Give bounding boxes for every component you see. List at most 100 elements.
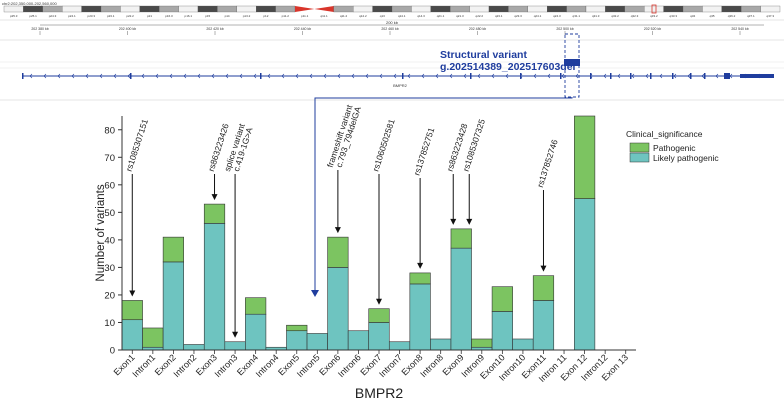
ideogram-band-label: p21: [147, 14, 152, 18]
bar-pathogenic: [368, 308, 390, 323]
annotation-label: rs137852751: [412, 126, 437, 177]
x-tick-label: Intron3: [213, 352, 240, 379]
gene-label: BMPR2: [393, 83, 408, 88]
ideogram-band-label: p14: [225, 14, 230, 18]
exon-tick: [130, 73, 132, 79]
strand-chevron: [239, 73, 243, 79]
bar-pathogenic: [286, 324, 308, 332]
ideogram-band-label: q33.3: [670, 14, 678, 18]
bar-likely-pathogenic: [409, 283, 431, 351]
ideogram-band: [741, 5, 761, 13]
annotation-arrowhead: [540, 265, 547, 272]
strand-chevron: [547, 73, 551, 79]
strand-chevron: [169, 73, 173, 79]
ruler-tick-label: 202 500 kb: [556, 27, 573, 31]
bar-likely-pathogenic: [327, 267, 349, 351]
ideogram-band: [3, 5, 24, 13]
strand-chevron: [281, 73, 285, 79]
strand-chevron: [127, 73, 131, 79]
bar-likely-pathogenic: [245, 313, 267, 351]
ideogram-band-label: q37.3: [767, 14, 775, 18]
ideogram-band-label: p16.1: [185, 14, 193, 18]
bar-likely-pathogenic: [532, 300, 555, 351]
bar-pathogenic: [203, 203, 226, 224]
strand-chevron: [85, 73, 89, 79]
bar-pathogenic: [327, 236, 349, 268]
ruler-tick-label: 202 420 kb: [206, 27, 223, 31]
annotation-arrowhead: [376, 298, 382, 305]
strand-chevron: [561, 73, 565, 79]
exon-tick: [22, 73, 24, 79]
bar-likely-pathogenic: [224, 341, 246, 351]
ideogram-band-label: q14.1: [398, 14, 406, 18]
ideogram-band: [42, 5, 63, 13]
ideogram-band: [760, 5, 781, 13]
ideogram-band-label: q34: [690, 14, 695, 18]
exon-ticks: [22, 73, 706, 79]
legend-label-pathogenic: Pathogenic: [653, 143, 696, 153]
bar-pathogenic: [450, 228, 472, 249]
exon-tick: [520, 73, 522, 79]
ideogram-band: [450, 5, 470, 13]
ideogram-band: [702, 5, 722, 13]
ideogram-band-label: q21.1: [437, 14, 445, 18]
ideogram-band: [547, 5, 567, 13]
bar-likely-pathogenic: [430, 338, 452, 351]
ideogram-band: [178, 5, 199, 13]
exon-tick: [704, 73, 706, 79]
ideogram-band: [391, 5, 412, 13]
annotation-label: rs137852746: [535, 138, 560, 189]
legend: Clinical_significance Pathogenic Likely …: [626, 129, 719, 163]
annotation-arrowhead: [232, 331, 239, 338]
ideogram-band-label: q22.2: [476, 14, 484, 18]
exon-tick: [402, 73, 404, 79]
chromosome-ideogram: p25.3 p25.1 p24.3 p24.1 p23.3 p23.1 p22.2 p21 p1…: [3, 4, 781, 18]
bar-pathogenic: [245, 297, 267, 315]
ideogram-band-label: q21.3: [456, 14, 464, 18]
ideogram-band: [159, 5, 179, 13]
ideogram-band-label: q11.1: [320, 14, 328, 18]
legend-swatch-pathogenic: [629, 142, 650, 153]
connector-arrowhead: [311, 290, 319, 297]
ideogram-band: [411, 5, 431, 13]
bar-likely-pathogenic: [183, 344, 205, 351]
ideogram-band-label: p11.1: [301, 14, 309, 18]
strand-chevron: [351, 73, 355, 79]
ruler-tick-label: 202 480 kb: [469, 27, 486, 31]
bar-pathogenic: [409, 272, 431, 285]
structural-variant-annotation: Structural variant g.202514389_202517603…: [440, 33, 580, 98]
ideogram-band-label: p24.3: [49, 14, 57, 18]
bar-likely-pathogenic: [203, 223, 226, 351]
ideogram-band-label: q32.3: [631, 14, 639, 18]
ideogram-band: [139, 5, 160, 13]
ruler-tick-label: 202 400 kb: [119, 27, 136, 31]
strand-chevron: [225, 73, 229, 79]
strand-chevron: [379, 73, 383, 79]
annotation-arrowhead: [129, 290, 136, 297]
ideogram-band-label: q24.3: [553, 14, 561, 18]
ideogram-band: [488, 5, 509, 13]
ideogram-band: [372, 5, 393, 13]
ideogram-band-label: p16.3: [165, 14, 173, 18]
ideogram-band-label: p25.1: [29, 14, 37, 18]
y-tick-label: 50: [104, 208, 115, 219]
y-tick-label: 0: [110, 346, 115, 357]
structural-variant-box: [564, 33, 580, 98]
centromere-band: [314, 6, 334, 12]
ruler-tick-label: 202 540 kb: [731, 27, 748, 31]
legend-label-likely-pathogenic: Likely pathogenic: [653, 153, 719, 163]
ideogram-band: [100, 5, 121, 13]
gene-track: BMPR2: [22, 59, 774, 88]
annotation-arrowhead: [211, 194, 218, 201]
exon-tick: [470, 73, 472, 79]
ideogram-band: [663, 5, 684, 13]
bar-likely-pathogenic: [512, 338, 534, 351]
annotation-arrowhead: [466, 218, 473, 225]
ideogram-band-label: p23.1: [107, 14, 115, 18]
annotation-arrowhead: [417, 262, 424, 269]
bar-likely-pathogenic: [306, 333, 328, 351]
legend-title: Clinical_significance: [626, 129, 703, 139]
legend-swatch-likely-pathogenic: [629, 152, 650, 163]
bar-likely-pathogenic: [368, 322, 390, 351]
